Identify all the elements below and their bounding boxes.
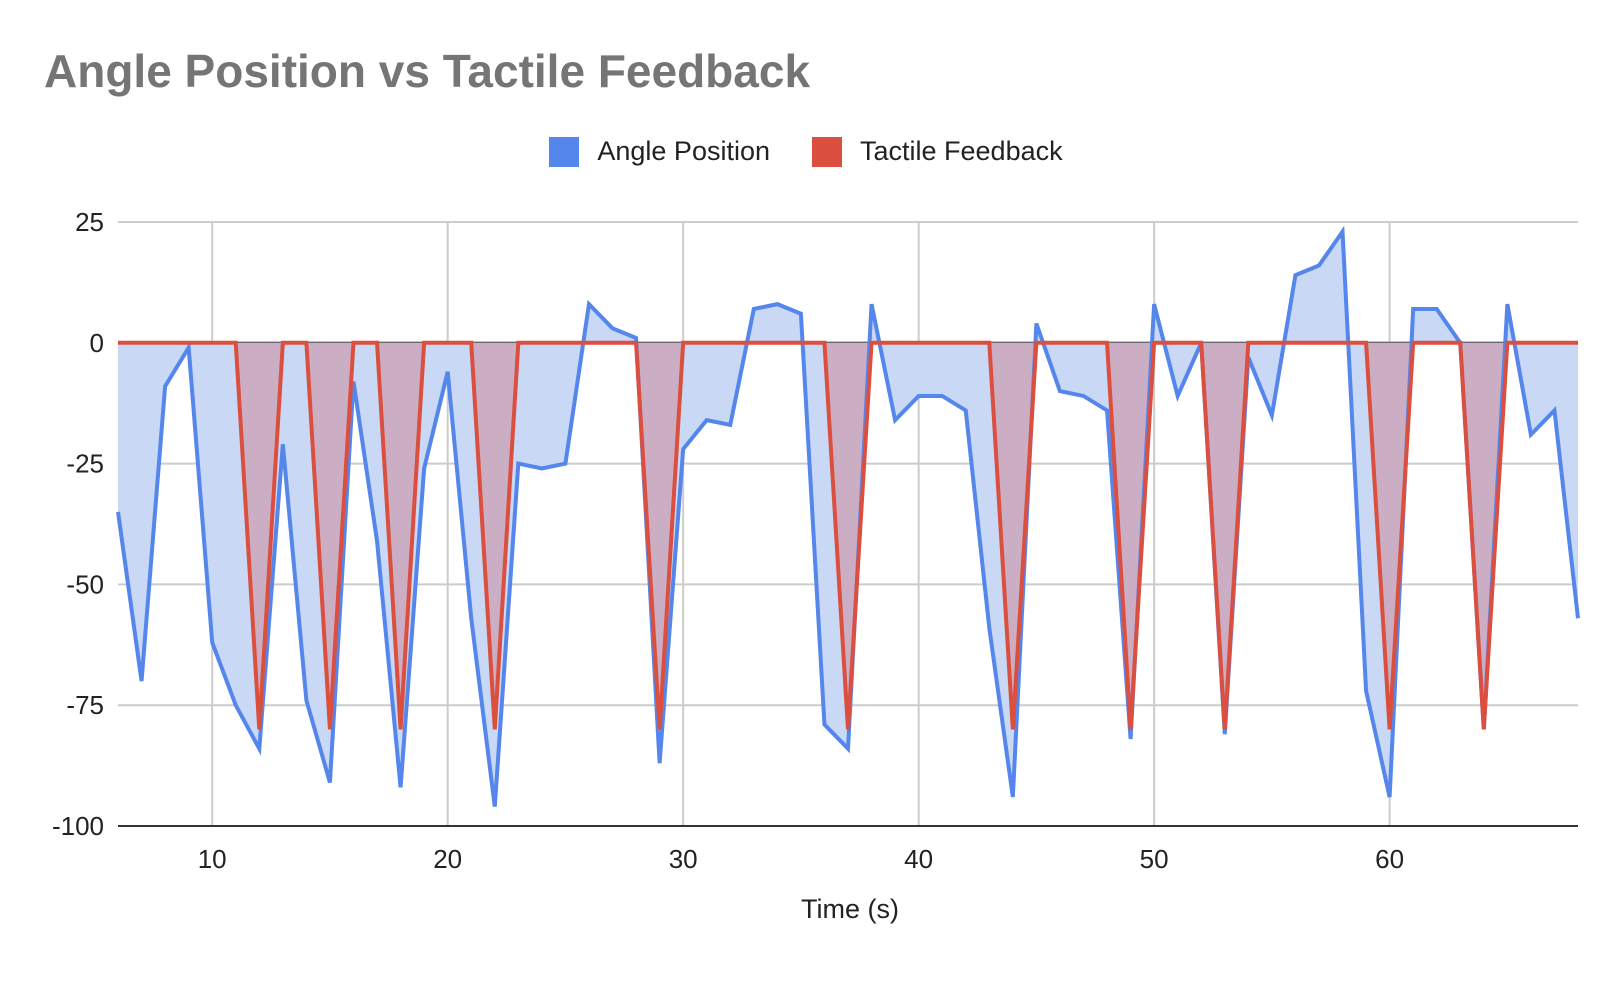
x-tick-label: 50: [1140, 844, 1169, 874]
legend: Angle Position Tactile Feedback: [0, 136, 1612, 167]
legend-swatch-tactile-feedback: [812, 136, 842, 167]
x-tick-label: 30: [669, 844, 698, 874]
x-tick-label: 60: [1375, 844, 1404, 874]
y-tick-label: 0: [90, 328, 104, 358]
chart-title: Angle Position vs Tactile Feedback: [44, 45, 811, 97]
x-tick-label: 10: [198, 844, 227, 874]
y-tick-label: -75: [66, 690, 104, 720]
y-tick-label: 25: [75, 207, 104, 237]
area-tactile-feedback: [118, 342, 1578, 730]
legend-swatch-angle-position: [549, 136, 580, 167]
legend-item-tactile-feedback[interactable]: Tactile Feedback: [812, 136, 1063, 167]
x-tick-label: 40: [904, 844, 933, 874]
legend-item-angle-position[interactable]: Angle Position: [549, 136, 770, 167]
series-line-angle-position: [116, 225, 1580, 807]
y-tick-label: -50: [66, 569, 104, 599]
series-line-tactile-feedback: [118, 340, 1578, 730]
legend-label-angle-position: Angle Position: [597, 136, 770, 166]
legend-label-tactile-feedback: Tactile Feedback: [860, 136, 1063, 166]
x-tick-label: 20: [433, 844, 462, 874]
y-tick-label: -100: [52, 811, 104, 841]
x-axis-label: Time (s): [801, 894, 899, 924]
y-tick-label: -25: [66, 449, 104, 479]
